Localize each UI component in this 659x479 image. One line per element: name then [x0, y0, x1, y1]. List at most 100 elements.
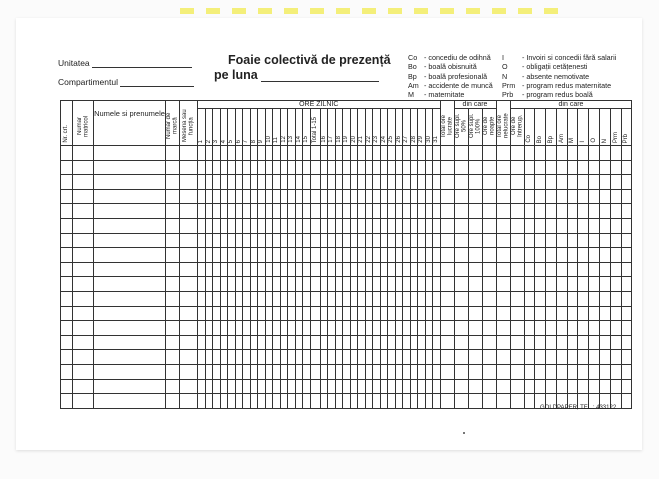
table-cell[interactable] — [577, 188, 590, 205]
table-cell[interactable] — [319, 217, 328, 234]
table-cell[interactable] — [279, 159, 288, 176]
table-cell[interactable] — [402, 363, 411, 380]
table-cell[interactable] — [566, 378, 579, 395]
table-cell[interactable] — [599, 261, 611, 278]
table-cell[interactable] — [302, 320, 311, 336]
table-cell[interactable] — [249, 334, 258, 351]
table-cell[interactable] — [60, 276, 73, 292]
table-cell[interactable] — [394, 261, 403, 278]
table-cell[interactable] — [481, 334, 497, 351]
table-cell[interactable] — [545, 188, 557, 205]
table-cell[interactable] — [394, 378, 403, 395]
table-cell[interactable] — [319, 203, 328, 219]
table-cell[interactable] — [264, 320, 273, 336]
table-cell[interactable] — [509, 232, 525, 249]
table-cell[interactable] — [165, 188, 180, 205]
table-cell[interactable] — [327, 305, 336, 322]
table-cell[interactable] — [439, 393, 455, 409]
table-cell[interactable] — [534, 174, 547, 190]
table-cell[interactable] — [417, 145, 426, 161]
table-cell[interactable] — [509, 276, 525, 292]
table-cell[interactable] — [279, 305, 288, 322]
table-cell[interactable] — [342, 349, 351, 365]
table-cell[interactable] — [72, 276, 94, 292]
table-cell[interactable] — [372, 203, 381, 219]
table-cell[interactable] — [334, 305, 343, 322]
table-cell[interactable] — [60, 334, 73, 351]
table-cell[interactable] — [609, 174, 622, 190]
table-cell[interactable] — [242, 363, 251, 380]
table-cell[interactable] — [555, 217, 568, 234]
table-cell[interactable] — [566, 261, 579, 278]
table-cell[interactable] — [467, 145, 483, 161]
table-cell[interactable] — [242, 203, 251, 219]
table-cell[interactable] — [227, 188, 236, 205]
table-cell[interactable] — [319, 188, 328, 205]
table-cell[interactable] — [272, 217, 281, 234]
table-cell[interactable] — [272, 188, 281, 205]
table-cell[interactable] — [219, 363, 228, 380]
table-cell[interactable] — [372, 290, 381, 307]
table-cell[interactable] — [453, 174, 469, 190]
table-cell[interactable] — [93, 363, 166, 380]
table-cell[interactable] — [249, 276, 258, 292]
table-cell[interactable] — [357, 320, 366, 336]
table-cell[interactable] — [197, 247, 206, 263]
table-cell[interactable] — [319, 276, 328, 292]
table-cell[interactable] — [402, 334, 411, 351]
table-cell[interactable] — [242, 334, 251, 351]
table-cell[interactable] — [620, 393, 633, 409]
table-cell[interactable] — [219, 145, 228, 161]
table-cell[interactable] — [179, 217, 198, 234]
table-cell[interactable] — [432, 188, 441, 205]
table-cell[interactable] — [379, 247, 388, 263]
table-cell[interactable] — [342, 159, 351, 176]
table-cell[interactable] — [257, 349, 266, 365]
table-cell[interactable] — [327, 188, 336, 205]
table-cell[interactable] — [467, 393, 483, 409]
table-cell[interactable] — [342, 217, 351, 234]
table-cell[interactable] — [327, 217, 336, 234]
table-cell[interactable] — [294, 217, 303, 234]
table-cell[interactable] — [349, 305, 358, 322]
table-cell[interactable] — [334, 203, 343, 219]
table-cell[interactable] — [287, 232, 296, 249]
table-cell[interactable] — [272, 276, 281, 292]
table-cell[interactable] — [234, 217, 243, 234]
table-cell[interactable] — [302, 159, 311, 176]
table-cell[interactable] — [334, 159, 343, 176]
table-cell[interactable] — [212, 188, 221, 205]
table-cell[interactable] — [523, 159, 536, 176]
table-cell[interactable] — [523, 305, 536, 322]
table-cell[interactable] — [242, 174, 251, 190]
table-cell[interactable] — [234, 232, 243, 249]
table-cell[interactable] — [179, 188, 198, 205]
table-cell[interactable] — [287, 203, 296, 219]
table-cell[interactable] — [197, 174, 206, 190]
table-cell[interactable] — [242, 261, 251, 278]
table-cell[interactable] — [620, 232, 633, 249]
table-cell[interactable] — [409, 247, 418, 263]
table-cell[interactable] — [219, 276, 228, 292]
table-cell[interactable] — [197, 159, 206, 176]
table-cell[interactable] — [93, 203, 166, 219]
table-cell[interactable] — [165, 145, 180, 161]
table-cell[interactable] — [453, 290, 469, 307]
table-cell[interactable] — [334, 174, 343, 190]
table-cell[interactable] — [93, 290, 166, 307]
table-cell[interactable] — [234, 276, 243, 292]
table-cell[interactable] — [379, 393, 388, 409]
table-cell[interactable] — [432, 305, 441, 322]
table-cell[interactable] — [294, 261, 303, 278]
table-cell[interactable] — [555, 378, 568, 395]
table-cell[interactable] — [264, 276, 273, 292]
table-cell[interactable] — [495, 232, 511, 249]
table-cell[interactable] — [588, 276, 601, 292]
table-cell[interactable] — [93, 232, 166, 249]
table-cell[interactable] — [609, 334, 622, 351]
table-cell[interactable] — [319, 363, 328, 380]
table-cell[interactable] — [219, 290, 228, 307]
table-cell[interactable] — [234, 363, 243, 380]
table-cell[interactable] — [372, 305, 381, 322]
table-cell[interactable] — [394, 305, 403, 322]
